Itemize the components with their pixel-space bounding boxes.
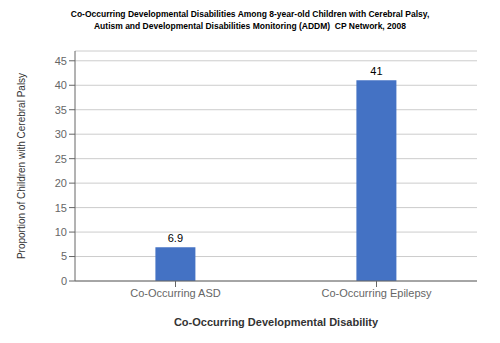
svg-text:5: 5 bbox=[61, 250, 67, 262]
svg-text:Co-Occurring ASD: Co-Occurring ASD bbox=[130, 287, 221, 299]
svg-text:Co-Occurring Epilepsy: Co-Occurring Epilepsy bbox=[321, 287, 432, 299]
svg-text:20: 20 bbox=[55, 177, 67, 189]
svg-text:25: 25 bbox=[55, 153, 67, 165]
svg-text:Proportion of Children with Ce: Proportion of Children with Cerebral Pal… bbox=[16, 73, 27, 259]
svg-text:30: 30 bbox=[55, 128, 67, 140]
svg-text:41: 41 bbox=[370, 65, 382, 77]
svg-text:15: 15 bbox=[55, 202, 67, 214]
svg-text:Co-Occurring Developmental Dis: Co-Occurring Developmental Disability bbox=[174, 316, 379, 328]
html-text:Autism and Developmental Disab: Autism and Developmental Disabilities Mo… bbox=[94, 21, 406, 31]
svg-text:35: 35 bbox=[55, 104, 67, 116]
svg-text:40: 40 bbox=[55, 79, 67, 91]
svg-text:6.9: 6.9 bbox=[168, 232, 183, 244]
svg-text:10: 10 bbox=[55, 226, 67, 238]
html-text:Co-Occurring Developmental Dis: Co-Occurring Developmental Disabilities … bbox=[70, 9, 430, 19]
svg-text:0: 0 bbox=[61, 275, 67, 287]
svg-text:45: 45 bbox=[55, 55, 67, 67]
